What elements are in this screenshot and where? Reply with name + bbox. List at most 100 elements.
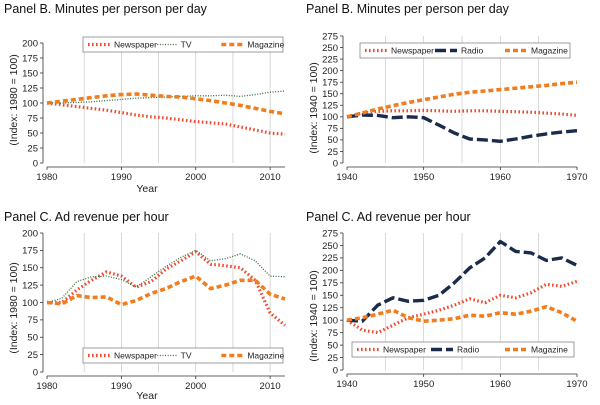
y-tick-label: 50 <box>27 333 38 344</box>
y-tick-label: 100 <box>322 315 338 326</box>
legend-label-magazine: Magazine <box>531 46 568 56</box>
y-tick-label: 125 <box>22 83 38 94</box>
panel-top-right: Panel B. Minutes per person per day (Ind… <box>306 2 588 183</box>
x-tick-label: 2000 <box>185 381 206 392</box>
y-tick-label: 275 <box>322 228 338 239</box>
y-tick-label: 225 <box>322 54 338 65</box>
legend-label-newspaper: Newspaper <box>114 40 157 50</box>
legend-label-tv: TV <box>181 40 192 50</box>
x-tick-label: 2010 <box>260 172 281 183</box>
x-tick-label: 1950 <box>413 379 434 390</box>
series-line-magazine <box>346 304 578 324</box>
y-tick-label: 200 <box>322 266 338 277</box>
y-tick-label: 250 <box>322 241 338 252</box>
y-tick-label: 175 <box>22 246 38 257</box>
panel-bottom-left: Panel C. Ad revenue per hour Year (Index… <box>4 210 287 402</box>
x-tick-label: 1960 <box>490 172 511 183</box>
x-axis-title: Year <box>136 390 158 402</box>
y-tick-label: 75 <box>327 124 338 135</box>
y-tick-label: 175 <box>322 77 338 88</box>
legend: Newspaper TV Magazine <box>82 36 284 53</box>
x-tick-label: 1970 <box>566 379 587 390</box>
y-tick-label: 0 <box>333 158 338 169</box>
series-line-newspaper <box>46 101 286 136</box>
y-tick-label: 25 <box>327 147 338 158</box>
legend-label-newspaper: Newspaper <box>383 345 426 355</box>
y-tick-label: 150 <box>22 263 38 274</box>
y-tick-label: 25 <box>27 143 38 154</box>
series-line-newspaper <box>47 250 287 327</box>
y-tick-label: 25 <box>27 350 38 361</box>
y-tick-label: 100 <box>22 98 38 109</box>
series-line-tv <box>47 90 286 104</box>
legend-label-radio: Radio <box>457 345 479 355</box>
y-tick-label: 100 <box>22 298 38 309</box>
series-line-newspaper <box>346 108 578 119</box>
legend-label-magazine: Magazine <box>247 351 284 361</box>
legend-label-magazine: Magazine <box>531 345 568 355</box>
legend-box <box>82 347 284 364</box>
panel-title: Panel B. Minutes per person per day <box>306 2 510 16</box>
series-line-tv <box>46 249 286 304</box>
y-tick-label: 50 <box>327 340 338 351</box>
legend-box <box>82 36 284 53</box>
legend-label-newspaper: Newspaper <box>114 351 157 361</box>
y-axis-title: (Index: 1940 = 100) <box>308 62 320 153</box>
x-tick-label: 2010 <box>260 381 281 392</box>
panel-title: Panel C. Ad revenue per hour <box>306 210 471 224</box>
y-tick-label: 150 <box>322 291 338 302</box>
y-tick-label: 125 <box>322 101 338 112</box>
legend-label-radio: Radio <box>461 46 483 56</box>
x-tick-label: 1970 <box>566 172 587 183</box>
y-tick-label: 0 <box>33 158 38 169</box>
x-tick-label: 1950 <box>413 172 434 183</box>
legend: Newspaper Radio Magazine <box>351 341 575 358</box>
x-tick-label: 1940 <box>336 379 357 390</box>
y-tick-label: 125 <box>322 303 338 314</box>
y-tick-label: 0 <box>333 365 338 376</box>
y-tick-label: 225 <box>322 253 338 264</box>
y-tick-label: 25 <box>327 353 338 364</box>
legend-box <box>351 341 575 358</box>
legend: Newspaper TV Magazine <box>82 347 284 364</box>
x-tick-label: 1990 <box>111 172 132 183</box>
x-tick-label: 1960 <box>490 379 511 390</box>
y-tick-label: 75 <box>27 315 38 326</box>
y-axis-title: (Index: 1980 = 100) <box>8 54 20 145</box>
legend-label-magazine: Magazine <box>247 40 284 50</box>
panel-bottom-right: Panel C. Ad revenue per hour (Index: 194… <box>306 210 588 390</box>
x-tick-label: 1990 <box>111 381 132 392</box>
panel-title: Panel B. Minutes per person per day <box>4 2 208 16</box>
y-tick-label: 50 <box>27 128 38 139</box>
series-line-magazine <box>46 92 286 116</box>
panel-title: Panel C. Ad revenue per hour <box>4 210 169 224</box>
y-tick-label: 50 <box>327 135 338 146</box>
y-tick-label: 175 <box>22 53 38 64</box>
series-line-radio <box>346 113 578 144</box>
y-tick-label: 250 <box>322 43 338 54</box>
y-tick-label: 150 <box>22 68 38 79</box>
y-tick-label: 200 <box>22 228 38 239</box>
y-tick-label: 175 <box>322 278 338 289</box>
y-tick-label: 75 <box>327 328 338 339</box>
y-axis-title: (Index: 1980 = 100) <box>8 262 20 353</box>
x-axis-title: Year <box>136 183 158 195</box>
series-line-magazine <box>46 274 286 307</box>
y-tick-label: 275 <box>322 31 338 42</box>
y-tick-label: 200 <box>322 66 338 77</box>
panel-top-left: Panel B. Minutes per person per day Year… <box>4 2 286 195</box>
series-line-newspaper <box>346 279 578 335</box>
x-tick-label: 2000 <box>185 172 206 183</box>
legend-label-tv: TV <box>181 351 192 361</box>
y-tick-label: 200 <box>22 38 38 49</box>
y-tick-label: 0 <box>33 367 38 378</box>
series-line-radio <box>346 239 578 323</box>
x-tick-label: 1980 <box>36 172 57 183</box>
y-axis-title: (Index: 1940 = 100) <box>308 270 320 361</box>
x-tick-label: 1980 <box>36 381 57 392</box>
y-tick-label: 100 <box>322 112 338 123</box>
legend: Newspaper Radio Magazine <box>359 42 571 59</box>
y-tick-label: 150 <box>322 89 338 100</box>
series-line-magazine <box>346 80 578 119</box>
